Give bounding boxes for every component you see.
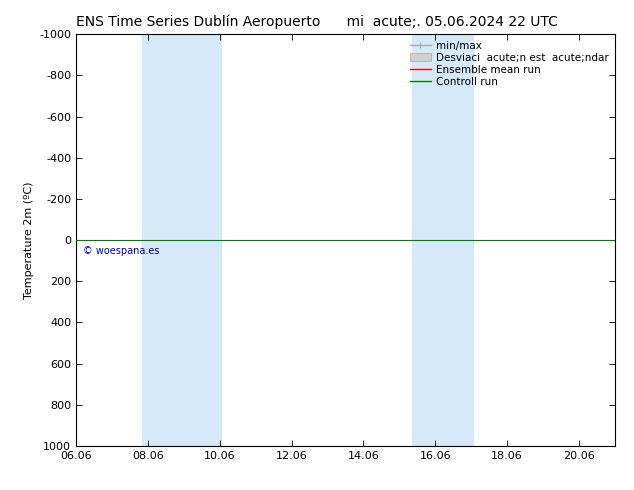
Y-axis label: Temperature 2m (ºC): Temperature 2m (ºC) bbox=[23, 181, 34, 299]
Legend: min/max, Desviaci  acute;n est  acute;ndar, Ensemble mean run, Controll run: min/max, Desviaci acute;n est acute;ndar… bbox=[407, 37, 612, 90]
Text: ENS Time Series Dublín Aeropuerto      mi  acute;. 05.06.2024 22 UTC: ENS Time Series Dublín Aeropuerto mi acu… bbox=[76, 15, 558, 29]
Bar bbox=[142, 34, 221, 446]
Text: © woespana.es: © woespana.es bbox=[83, 246, 160, 256]
Bar bbox=[411, 34, 473, 446]
